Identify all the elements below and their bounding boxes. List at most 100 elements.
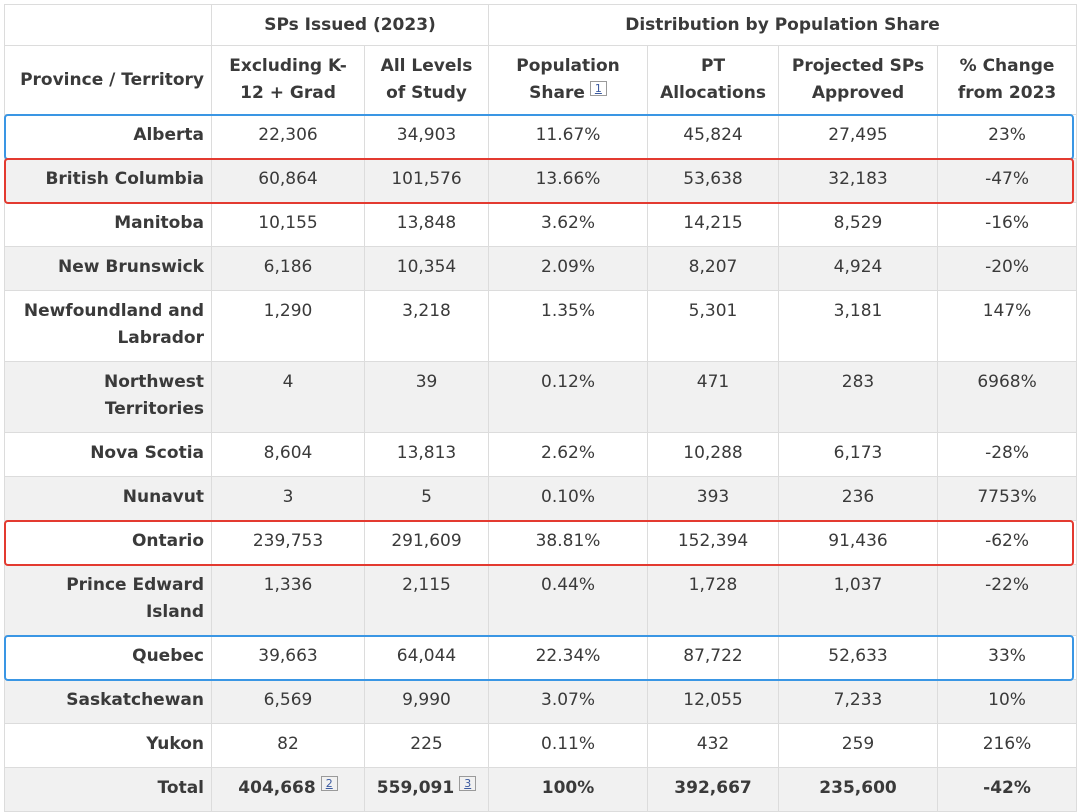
province-name: Newfoundland and Labrador [4, 290, 212, 362]
projected-cell: 236 [778, 476, 939, 521]
population-share-cell: 0.44% [488, 564, 649, 636]
table-row: Quebec 39,663 64,044 22.34% 87,722 52,633 33% [4, 635, 1078, 680]
all-levels-cell: 10,354 [363, 246, 490, 291]
population-share-cell: 3.62% [488, 202, 649, 247]
population-share-cell: 1.35% [488, 290, 649, 362]
pt-allocations-cell: 10,288 [647, 432, 780, 477]
excluding-cell: 1,290 [211, 290, 365, 362]
pt-allocations-cell: 432 [647, 723, 780, 768]
province-name: Nova Scotia [4, 432, 212, 477]
group-header-row: SPs Issued (2023) Distribution by Popula… [4, 4, 1078, 46]
projected-cell: 7,233 [778, 679, 939, 724]
table-row: Nunavut 3 5 0.10% 393 236 7753% [4, 476, 1078, 521]
column-header-population-share: Population Share 1 [488, 45, 649, 115]
population-share-cell: 22.34% [488, 635, 649, 680]
excluding-cell: 6,569 [211, 679, 365, 724]
change-cell: 7753% [937, 476, 1078, 521]
population-share-cell: 0.12% [488, 361, 649, 433]
pt-allocations-cell: 12,055 [647, 679, 780, 724]
all-levels-cell: 34,903 [363, 114, 490, 159]
pt-allocations-cell: 393 [647, 476, 780, 521]
all-levels-cell: 39 [363, 361, 490, 433]
footnote-link-1[interactable]: 1 [589, 81, 607, 96]
column-header-pt-allocations: PT Allocations [647, 45, 780, 115]
excluding-cell: 82 [211, 723, 365, 768]
population-share-cell: 0.11% [488, 723, 649, 768]
table-row: Prince Edward Island 1,336 2,115 0.44% 1,728… [4, 564, 1078, 636]
change-cell: 147% [937, 290, 1078, 362]
total-excluding-value: 404,668 [238, 778, 316, 798]
projected-cell: 52,633 [778, 635, 939, 680]
total-all-levels-value: 559,091 [376, 778, 455, 798]
pt-allocations-cell: 45,824 [647, 114, 780, 159]
all-levels-cell: 3,218 [363, 290, 490, 362]
change-cell: 23% [937, 114, 1078, 159]
province-name: Quebec [4, 635, 212, 680]
column-header-province: Province / Territory [4, 45, 212, 115]
projected-cell: 1,037 [778, 564, 939, 636]
pt-allocations-cell: 8,207 [647, 246, 780, 291]
pt-allocations-cell: 14,215 [647, 202, 780, 247]
group-header-sps-issued: SPs Issued (2023) [210, 4, 490, 46]
population-share-cell: 13.66% [488, 158, 649, 203]
all-levels-cell: 291,609 [363, 520, 490, 565]
province-name: Prince Edward Island [4, 564, 212, 636]
change-cell: -47% [937, 158, 1078, 203]
province-name: Saskatchewan [4, 679, 212, 724]
population-share-cell: 2.62% [488, 432, 649, 477]
column-header-projected: Projected SPs Approved [778, 45, 939, 115]
excluding-cell: 239,753 [211, 520, 365, 565]
table-row: Nova Scotia 8,604 13,813 2.62% 10,288 6,173 -2… [4, 432, 1078, 477]
column-header-all-levels: All Levels of Study [363, 45, 490, 115]
excluding-cell: 39,663 [211, 635, 365, 680]
excluding-cell: 60,864 [211, 158, 365, 203]
projected-cell: 32,183 [778, 158, 939, 203]
all-levels-cell: 9,990 [363, 679, 490, 724]
all-levels-cell: 13,848 [363, 202, 490, 247]
pt-allocations-cell: 5,301 [647, 290, 780, 362]
population-share-cell: 0.10% [488, 476, 649, 521]
pt-allocations-cell: 471 [647, 361, 780, 433]
table-row: Alberta 22,306 34,903 11.67% 45,824 27,495 23% [4, 114, 1078, 159]
change-cell: -20% [937, 246, 1078, 291]
province-name: British Columbia [4, 158, 212, 203]
change-cell: -22% [937, 564, 1078, 636]
all-levels-cell: 13,813 [363, 432, 490, 477]
pt-allocations-cell: 152,394 [647, 520, 780, 565]
all-levels-cell: 2,115 [363, 564, 490, 636]
province-name: Yukon [4, 723, 212, 768]
all-levels-cell: 225 [363, 723, 490, 768]
footnote-link-3[interactable]: 3 [459, 776, 477, 791]
excluding-cell: 1,336 [211, 564, 365, 636]
change-cell: -16% [937, 202, 1078, 247]
population-share-cell: 38.81% [488, 520, 649, 565]
projected-cell: 259 [778, 723, 939, 768]
change-cell: -28% [937, 432, 1078, 477]
all-levels-cell: 101,576 [363, 158, 490, 203]
table-row: Yukon 82 225 0.11% 432 259 216% [4, 723, 1078, 768]
excluding-cell: 3 [211, 476, 365, 521]
pt-allocations-cell: 53,638 [647, 158, 780, 203]
change-cell: -62% [937, 520, 1078, 565]
sp-distribution-table: SPs Issued (2023) Distribution by Popula… [4, 4, 1078, 812]
change-cell: 33% [937, 635, 1078, 680]
column-header-excluding: Excluding K-12 + Grad [211, 45, 365, 115]
projected-cell: 91,436 [778, 520, 939, 565]
excluding-cell: 10,155 [211, 202, 365, 247]
footnote-link-2[interactable]: 2 [320, 776, 338, 791]
excluding-cell: 22,306 [211, 114, 365, 159]
table-row: Newfoundland and Labrador 1,290 3,218 1.35%… [4, 290, 1078, 362]
pt-allocations-cell: 1,728 [647, 564, 780, 636]
table-row: Ontario 239,753 291,609 38.81% 152,394 91,436… [4, 520, 1078, 565]
change-cell: 216% [937, 723, 1078, 768]
province-name: Alberta [4, 114, 212, 159]
province-name: Ontario [4, 520, 212, 565]
province-name: Manitoba [4, 202, 212, 247]
change-cell: 6968% [937, 361, 1078, 433]
excluding-cell: 8,604 [211, 432, 365, 477]
projected-cell: 4,924 [778, 246, 939, 291]
excluding-cell: 4 [211, 361, 365, 433]
table-row: Saskatchewan 6,569 9,990 3.07% 12,055 7,233 10… [4, 679, 1078, 724]
column-header-row: Province / Territory Excluding K-12 + Gr… [4, 45, 1078, 115]
table-row: British Columbia 60,864 101,576 13.66% 53,63… [4, 158, 1078, 203]
